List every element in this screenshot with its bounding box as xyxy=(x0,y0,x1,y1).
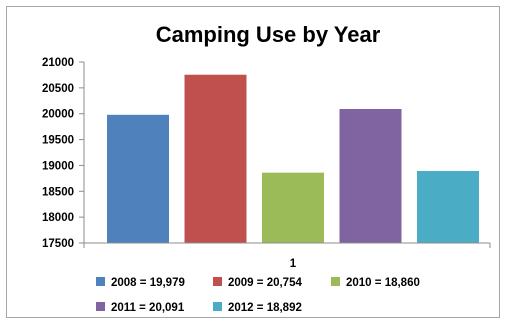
legend-swatch-2 xyxy=(213,277,222,286)
y-axis: 17500 18000 18500 19000 19500 20000 20500 21000 xyxy=(42,57,85,250)
bar-2 xyxy=(184,74,247,244)
legend-swatch-4 xyxy=(96,302,105,311)
legend-label-4: 2011 = 20,091 xyxy=(111,302,185,314)
chart-title: Camping Use by Year xyxy=(156,22,381,47)
legend-swatch-3 xyxy=(331,277,340,286)
bar-4 xyxy=(339,109,402,243)
y-tick-label: 19500 xyxy=(42,135,74,147)
y-tick-label: 19000 xyxy=(42,160,74,172)
y-tick-label: 18000 xyxy=(42,212,74,224)
bar-5 xyxy=(417,171,479,243)
y-tick-label: 18500 xyxy=(42,186,74,198)
y-tick-label: 17500 xyxy=(42,238,74,250)
legend-label-5: 2012 = 18,892 xyxy=(228,302,302,314)
legend-label-3: 2010 = 18,860 xyxy=(346,277,420,289)
legend-label-2: 2009 = 20,754 xyxy=(228,277,302,289)
bar-1 xyxy=(107,114,169,243)
legend: 2008 = 19,979 2009 = 20,754 2010 = 18,860 2… xyxy=(96,277,420,314)
legend-label-1: 2008 = 19,979 xyxy=(111,277,185,289)
y-tick-label: 21000 xyxy=(42,57,74,69)
y-tick-label: 20500 xyxy=(42,83,74,95)
x-tick-label: 1 xyxy=(290,258,297,270)
legend-swatch-1 xyxy=(96,277,105,286)
x-axis: 1 xyxy=(83,242,491,270)
y-tick-label: 20000 xyxy=(42,109,74,121)
chart-frame xyxy=(6,6,500,318)
legend-swatch-5 xyxy=(213,302,222,311)
bar-3 xyxy=(262,172,324,243)
bars-group xyxy=(107,74,479,244)
